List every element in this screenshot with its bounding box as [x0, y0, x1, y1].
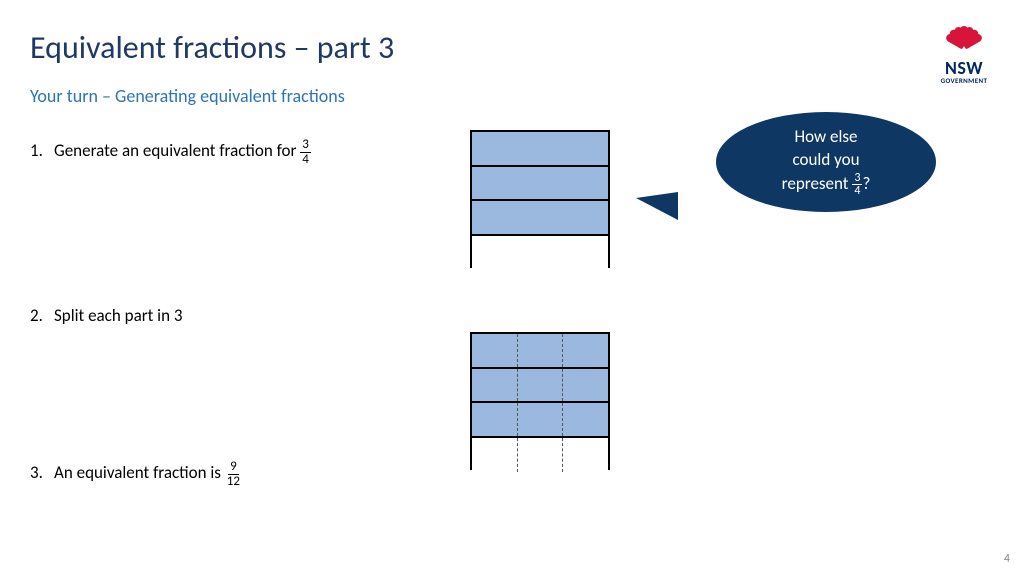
- bubble-tail-icon: [636, 192, 678, 220]
- bubble-text: How elsecould yourepresent 34?: [782, 126, 871, 198]
- speech-bubble: How elsecould yourepresent 34?: [0, 0, 1024, 576]
- slide: Equivalent fractions – part 3 Your turn …: [0, 0, 1024, 576]
- fraction: 34: [852, 172, 862, 198]
- bubble-body: How elsecould yourepresent 34?: [716, 112, 936, 212]
- page-number: 4: [1004, 552, 1010, 566]
